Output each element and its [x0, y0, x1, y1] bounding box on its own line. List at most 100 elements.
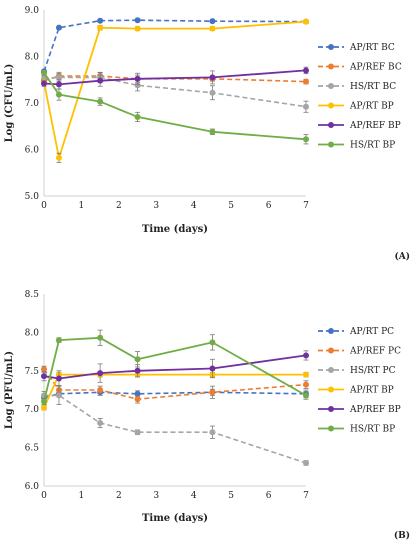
x-tick-label: 5 — [228, 201, 234, 211]
x-tick-label: 7 — [303, 491, 309, 501]
data-point — [303, 67, 309, 74]
legend-label: HS/RT BP — [350, 141, 395, 151]
data-point — [97, 17, 104, 24]
y-tick-label: 7.0 — [25, 99, 40, 109]
y-tick-label: 7.0 — [25, 405, 40, 415]
legend-label: AP/REF BP — [349, 121, 401, 131]
data-point — [97, 370, 104, 377]
x-tick-label: 2 — [116, 201, 122, 211]
data-point — [134, 356, 141, 363]
data-point — [41, 404, 47, 411]
x-tick-label: 3 — [153, 491, 159, 501]
data-point — [55, 74, 62, 81]
y-axis-label: Log (PFU/mL) — [4, 351, 15, 429]
legend-label: HS/RT BP — [350, 425, 395, 435]
panel-letter: (B) — [394, 530, 410, 541]
legend-label: HS/RT PC — [350, 366, 396, 376]
y-tick-label: 8.0 — [25, 53, 40, 63]
y-tick-label: 6.0 — [25, 146, 40, 156]
x-tick-label: 1 — [79, 491, 85, 501]
series-line — [43, 336, 307, 402]
x-tick-label: 4 — [191, 491, 197, 501]
data-point — [303, 459, 309, 466]
chart-panel-b: 6.0 6.5 7.0 7.5 8.0 8.5 0 1 2 3 4 5 6 7 Time (days) Log… — [4, 290, 410, 541]
data-point — [134, 396, 141, 403]
x-tick-label: 1 — [79, 201, 85, 211]
series-ap-rt-bp — [41, 371, 309, 411]
y-tick-label: 5.0 — [25, 192, 40, 202]
panel-letter: (A) — [395, 251, 411, 262]
legend-swatch-marker — [328, 386, 334, 393]
data-point — [41, 69, 47, 76]
x-axis-label: Time (days) — [142, 513, 208, 524]
legend-swatch-marker — [328, 406, 334, 412]
data-point — [303, 392, 309, 399]
data-point — [55, 154, 62, 161]
legend-label: AP/REF BC — [349, 63, 402, 73]
y-tick-label: 8.0 — [25, 328, 40, 338]
data-point — [55, 81, 62, 88]
legend-label: AP/RT BC — [349, 43, 395, 53]
data-point — [41, 366, 47, 373]
data-point — [134, 367, 141, 374]
data-point — [97, 77, 104, 84]
series-hs-rt-bp — [41, 69, 309, 145]
data-point — [41, 398, 47, 405]
data-point — [209, 365, 216, 372]
data-point — [134, 75, 141, 82]
data-point — [303, 78, 309, 85]
y-axis-label: Log (CFU/mL) — [4, 64, 15, 143]
series-ap-ref-pc — [41, 365, 309, 404]
data-point — [303, 381, 309, 388]
x-tick-label: 7 — [303, 201, 309, 211]
x-tick-label: 3 — [153, 201, 159, 211]
legend-swatch-marker — [328, 122, 334, 128]
legend-swatch-marker — [328, 83, 334, 89]
y-tick-label: 9.0 — [25, 6, 40, 16]
data-point — [209, 128, 216, 135]
data-point — [209, 18, 216, 25]
data-point — [134, 429, 141, 436]
series-ap-ref-bp — [41, 350, 309, 387]
chart-panel-a: 5.0 6.0 7.0 8.0 9.0 0 1 2 3 4 5 6 7 Time (days) Log (C… — [4, 6, 410, 262]
data-point — [209, 89, 216, 96]
series-ap-ref-bp — [41, 66, 309, 90]
series-line — [43, 20, 307, 159]
x-tick-label: 0 — [41, 201, 47, 211]
series-hs-rt-pc — [41, 385, 309, 466]
legend-swatch-marker — [328, 63, 334, 70]
data-point — [55, 375, 62, 382]
data-point — [55, 392, 62, 399]
data-point — [209, 74, 216, 81]
series-line — [43, 391, 307, 399]
data-point — [97, 420, 104, 427]
data-point — [55, 337, 62, 344]
data-point — [97, 24, 104, 31]
legend-label: AP/RT PC — [349, 327, 394, 337]
data-point — [97, 387, 104, 393]
data-point — [209, 339, 216, 346]
data-point — [209, 389, 216, 396]
data-point — [209, 25, 216, 32]
x-tick-label: 6 — [266, 201, 272, 211]
data-point — [97, 334, 104, 341]
legend-swatch-marker — [328, 328, 334, 334]
legend-swatch-marker — [328, 425, 334, 432]
legend-label: AP/RT BP — [349, 386, 394, 396]
series-ap-rt-pc — [41, 388, 309, 401]
legend-label: AP/REF BP — [349, 405, 401, 415]
data-point — [134, 17, 141, 24]
data-point — [41, 80, 47, 87]
legend-swatch-marker — [328, 367, 334, 373]
series-line — [43, 368, 307, 400]
data-point — [134, 25, 141, 32]
data-point — [134, 82, 141, 89]
series-line — [43, 75, 307, 83]
series-line — [43, 72, 307, 141]
data-point — [41, 373, 47, 380]
legend-swatch-marker — [328, 347, 334, 354]
series-hs-rt-bp — [41, 329, 309, 405]
data-point — [55, 91, 62, 98]
